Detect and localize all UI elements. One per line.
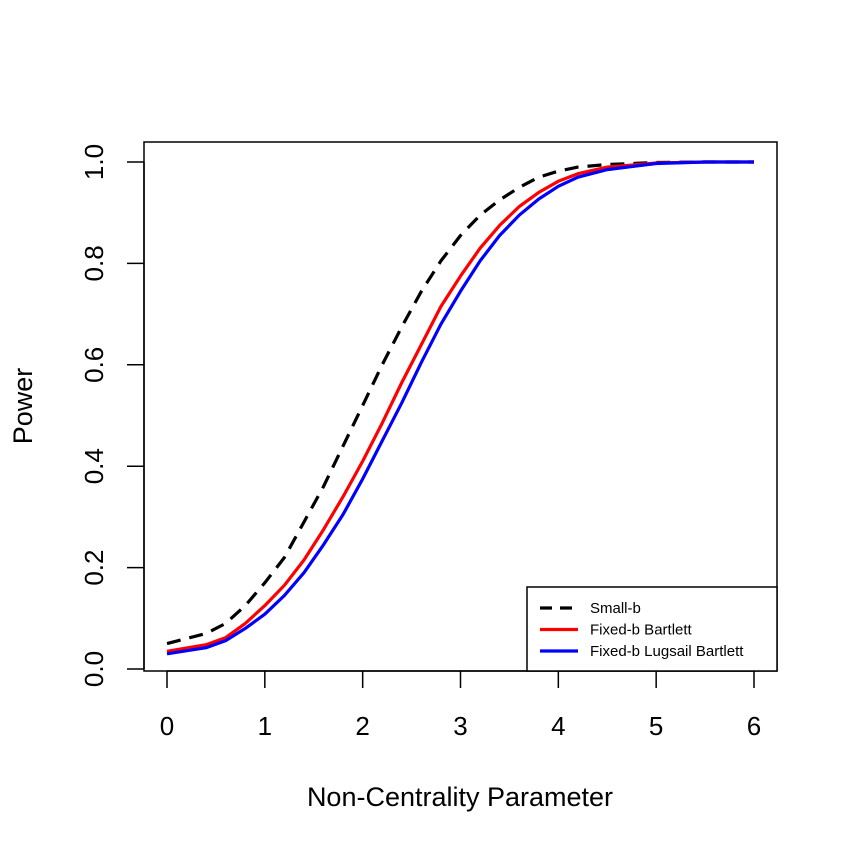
x-tick-label: 2	[355, 711, 369, 741]
axes-group: 0 1 2 3 4 5 6 0.0 0.2 0.4 0.6 0.8 1.0	[79, 144, 761, 741]
y-tick-label: 0.2	[79, 550, 109, 586]
series-line-1	[166, 160, 754, 653]
series-line-2	[166, 160, 754, 656]
legend: Small-b Fixed-b Bartlett Fixed-b Lugsail B…	[526, 586, 778, 672]
x-tick-label: 5	[649, 711, 663, 741]
legend-label-1: Fixed-b Bartlett	[590, 622, 693, 639]
x-tick-label: 6	[747, 711, 761, 741]
series-line-0	[166, 160, 754, 646]
series-layer	[166, 160, 754, 656]
x-axis-title: Non-Centrality Parameter	[307, 782, 613, 812]
plot-frame	[143, 141, 778, 672]
legend-label-0: Small-b	[590, 600, 641, 617]
y-tick-label: 0.0	[79, 651, 109, 687]
y-axis-title: Power	[8, 368, 38, 445]
y-tick-label: 1.0	[79, 144, 109, 180]
x-tick-label: 3	[453, 711, 467, 741]
y-tick-label: 0.6	[79, 347, 109, 383]
x-tick-label: 0	[160, 711, 174, 741]
x-tick-label: 4	[551, 711, 565, 741]
y-tick-label: 0.8	[79, 245, 109, 281]
legend-label-2: Fixed-b Lugsail Bartlett	[590, 643, 744, 660]
y-tick-label: 0.4	[79, 448, 109, 484]
x-tick-label: 1	[258, 711, 272, 741]
